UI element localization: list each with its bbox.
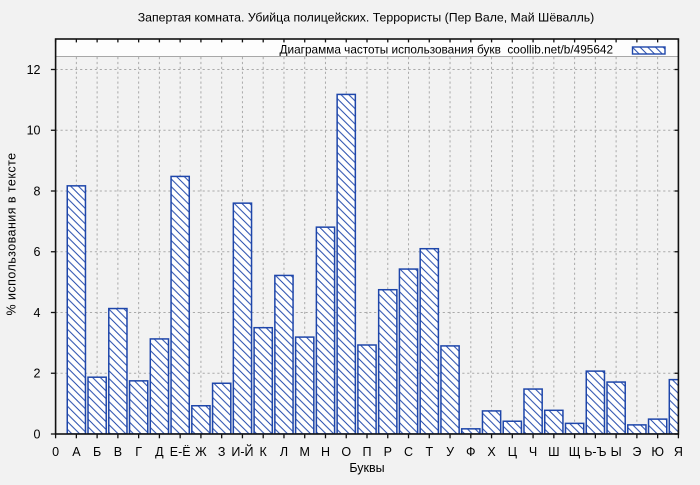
svg-text:Ч: Ч bbox=[529, 445, 537, 459]
svg-text:Х: Х bbox=[487, 445, 496, 459]
svg-text:Запертая комната. Убийца полиц: Запертая комната. Убийца полицейских. Те… bbox=[138, 11, 595, 25]
svg-text:6: 6 bbox=[34, 245, 41, 259]
svg-text:А: А bbox=[72, 445, 81, 459]
svg-text:Буквы: Буквы bbox=[349, 461, 384, 475]
svg-text:12: 12 bbox=[27, 63, 41, 77]
svg-text:Г: Г bbox=[135, 445, 142, 459]
svg-text:И-Й: И-Й bbox=[231, 444, 253, 459]
svg-text:Ы: Ы bbox=[611, 445, 622, 459]
svg-text:Э: Э bbox=[632, 445, 641, 459]
svg-text:0: 0 bbox=[52, 445, 59, 459]
svg-text:Т: Т bbox=[425, 445, 433, 459]
svg-text:С: С bbox=[404, 445, 413, 459]
svg-text:Щ: Щ bbox=[569, 445, 581, 459]
svg-text:Ь-Ъ: Ь-Ъ bbox=[584, 445, 606, 459]
svg-text:Я: Я bbox=[674, 445, 683, 459]
svg-text:Диаграмма частоты использовани: Диаграмма частоты использования букв coo… bbox=[280, 42, 613, 56]
svg-text:Ф: Ф bbox=[466, 445, 476, 459]
svg-text:З: З bbox=[218, 445, 226, 459]
svg-text:Ц: Ц bbox=[508, 445, 518, 459]
svg-text:К: К bbox=[260, 445, 268, 459]
svg-text:Ю: Ю bbox=[651, 445, 664, 459]
svg-text:Д: Д bbox=[155, 445, 164, 459]
svg-text:0: 0 bbox=[34, 427, 41, 441]
svg-text:Н: Н bbox=[321, 445, 330, 459]
svg-text:Р: Р bbox=[384, 445, 392, 459]
svg-text:В: В bbox=[114, 445, 122, 459]
svg-text:10: 10 bbox=[27, 124, 41, 138]
svg-text:2: 2 bbox=[34, 367, 41, 381]
svg-text:4: 4 bbox=[34, 306, 41, 320]
svg-text:Ж: Ж bbox=[195, 445, 207, 459]
svg-text:Л: Л bbox=[280, 445, 288, 459]
svg-text:П: П bbox=[363, 445, 372, 459]
svg-text:Ш: Ш bbox=[548, 445, 559, 459]
svg-text:У: У bbox=[446, 445, 454, 459]
svg-text:Б: Б bbox=[93, 445, 101, 459]
svg-text:Е-Ё: Е-Ё bbox=[170, 445, 191, 459]
svg-text:О: О bbox=[341, 445, 351, 459]
svg-text:М: М bbox=[300, 445, 310, 459]
svg-text:8: 8 bbox=[34, 184, 41, 198]
svg-text:% использования в тексте: % использования в тексте bbox=[4, 152, 18, 315]
